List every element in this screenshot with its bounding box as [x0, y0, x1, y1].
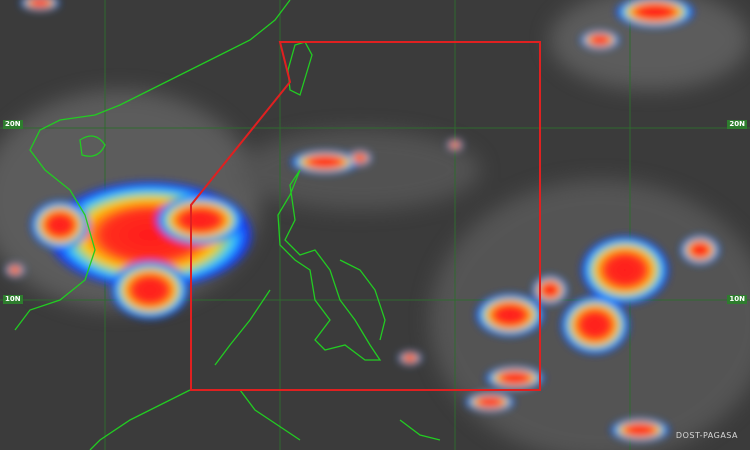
lat-label-10n-right: 10N [727, 295, 747, 304]
lat-label-20n-left: 20N [3, 120, 23, 129]
credit-label: DOST-PAGASA [675, 431, 738, 440]
lat-label-10n-left: 10N [3, 295, 23, 304]
par-boundary [190, 41, 541, 391]
lat-label-20n-right: 20N [727, 120, 747, 129]
coastlines [14, 0, 441, 450]
cloud-systems [5, 0, 720, 442]
